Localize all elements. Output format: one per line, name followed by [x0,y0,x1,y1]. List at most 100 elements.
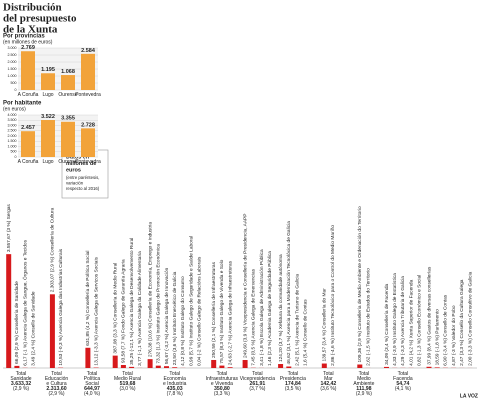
total-caption: Total [51,371,62,377]
legend-title: euros [66,167,81,173]
y-tick-label: 1.500 [8,67,17,71]
item-label: 387,08 (3,3 %) Consellería do Medio Rura… [112,263,118,354]
y-tick-label: 3.500 [8,118,17,122]
y-tick-label: 1.000 [8,74,17,78]
total-change: (2,9 %) [356,391,372,397]
value-label: 1.195 [41,67,55,73]
item-label: 276,38 (10,6 %) Consellería de Economía,… [147,222,153,358]
chart-title: Por habitante [3,101,42,107]
item-label: 3.557,67 (3 %) Sergas [6,204,12,253]
bar [286,366,292,368]
item-label: 2.303,07 (2,9 %) Consellería de Cultura [50,207,56,292]
bar [434,367,440,368]
department-name: e Industria [163,381,187,387]
department-name: Facenda [393,376,413,382]
item-label: 0,82 (-1,3 %) Consello Económico e Socia… [417,275,423,366]
y-tick-label: 2.000 [8,60,17,64]
bar [172,367,178,368]
total-change: (2,9 %) [48,391,64,397]
total-value: 261,91 [249,381,265,387]
department-name: Social [85,381,99,387]
y-tick-label: 3.000 [8,123,17,127]
item-label: 0,99 (5,7 %) Instituto Galego de Segurid… [188,236,194,366]
bar [227,367,233,368]
item-label: 75,57 (8,3 %) Instituto Galego de Vivend… [219,259,225,363]
x-tick-label: A Coruña [18,159,39,165]
item-label: 66,09 (2,9 %) Consellería de Sanidade [14,281,20,364]
item-label: 3,77 (-1,1 %) Axencia Galega da Calidade… [137,251,143,366]
x-tick-label: A Coruña [18,92,39,98]
item-label: 4,33 (-3,9 %) Instituto Galego de Estatí… [392,273,398,366]
item-label: 7,45 (0,5 %) Axencia Galega de Emerxenci… [251,268,257,365]
total-value: 111,98 [356,386,371,392]
total-caption: Total [217,371,228,377]
total-value: 174,84 [285,381,301,387]
x-tick-label: Ourense [58,159,77,165]
item-label: 2,47 (3,3 %) Consello da Cultura Galega [459,279,465,366]
total-caption: Total [288,371,299,377]
y-tick-label: 2.500 [8,129,17,133]
x-tick-label: Ourense [58,92,77,98]
department-name: Presidencia [280,376,306,382]
total-change: (4,1 %) [395,386,411,392]
total-caption: Total [359,371,370,377]
bar [81,128,95,157]
y-tick-label: 3.000 [8,46,17,50]
legend-title: millones de [66,161,96,167]
legend-note: respecto al 2016) [66,186,100,191]
department-name: Mar [324,376,333,382]
item-label: 35,25 (-12,1 %) Axencia Galega de Desenv… [129,238,135,365]
bar [6,254,12,368]
total-caption: Total [169,371,180,377]
title: de la Xunta [3,24,58,36]
total-change: (3,6 %) [320,386,336,392]
item-label: 124,20 (3,7 %) Xefatura da comunidade au… [278,254,284,362]
chart-subtitle: (en millones de euros) [3,39,53,45]
legend-note: (entre paréntesis, [66,175,99,180]
total-change: (7,8 %) [167,391,183,397]
bar [112,355,118,368]
total-value: 519,68 [120,381,136,387]
total-value: 435,03 [167,386,183,392]
bar [120,365,126,368]
bar [278,364,284,368]
total-change: (3,5 %) [285,386,301,392]
department-name: Vicepresidencia [240,376,275,382]
department-name: Ambiente [353,381,374,387]
item-label: 24,63 (-2,7 %) Axencia Galega de Infraes… [227,260,233,365]
value-label: 1.068 [61,69,75,75]
bar [61,75,75,90]
bar [219,365,225,368]
item-label: 3,41 (-1,8 %) Escola Galega de Administr… [259,249,265,366]
bar [21,131,35,157]
y-tick-label: 0 [15,88,17,92]
y-tick-label: 1.000 [8,144,17,148]
value-label: 2.457 [21,125,35,131]
item-label: 0,04 (-2 %) Consello Galego de Relacións… [197,256,203,366]
bar [384,366,389,368]
total-value: 350,80 [214,386,230,392]
total-value: 142,42 [320,381,336,387]
item-label: 18,59 (-1,8 %) Parlamento [434,309,440,366]
total-value: 3.633,32 [11,381,31,387]
total-change: (3,3 %) [214,391,230,397]
department-name: Educación [45,376,69,382]
x-tick-label: Pontevedra [75,159,101,165]
department-name: Infraestruturas [206,376,239,382]
y-tick-label: 2.000 [8,134,17,138]
item-label: 631,85 (4,2 %) Consellería de Política S… [85,251,91,346]
bar [41,73,55,90]
total-change: (3,7 %) [249,386,265,392]
item-label: 250,59 (2,1 %) Consellería de Infraestru… [211,261,217,358]
item-label: 3,49 (2,4 %) Consello de Sanidade [31,291,37,366]
total-caption: Total [122,371,133,377]
total-caption: Total [323,371,334,377]
bar [49,294,55,368]
total-caption: Total [87,371,98,377]
bar [242,360,248,368]
total-change: (3,0 %) [119,386,135,392]
bar [357,364,363,368]
bar [85,347,91,368]
chart-subtitle: (en euros) [3,106,26,112]
